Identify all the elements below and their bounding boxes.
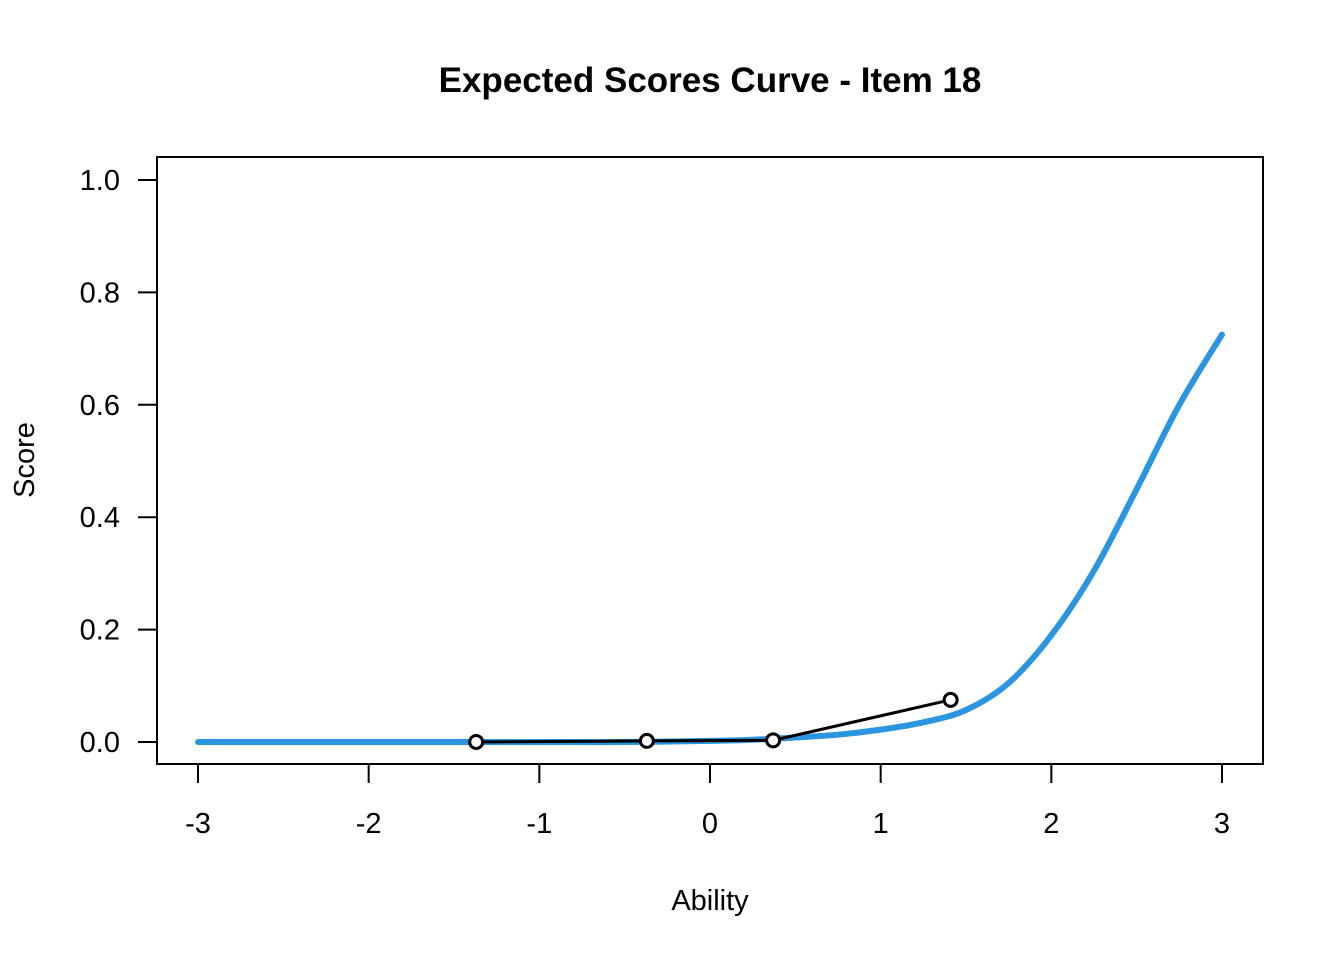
observed-score-line [476, 698, 951, 744]
plot-frame [156, 156, 1264, 765]
y-tick-label: 0.6 [80, 390, 120, 422]
x-tick-label: 0 [702, 808, 718, 840]
y-tick-label: 1.0 [80, 165, 120, 197]
expected-score-curve [195, 331, 1225, 746]
y-axis: 0.0 0.2 0.4 0.6 0.8 1.0 [80, 165, 158, 759]
x-tick-label: 1 [873, 808, 889, 840]
observed-score-point [942, 691, 959, 708]
observed-score-point [765, 732, 782, 749]
x-tick-label: -1 [526, 808, 552, 840]
x-tick-label: -2 [356, 808, 382, 840]
y-tick-label: 0.4 [80, 502, 120, 534]
y-tick-label: 0.0 [80, 727, 120, 759]
chart-title: Expected Scores Curve - Item 18 [439, 61, 982, 100]
x-tick-label: 2 [1043, 808, 1059, 840]
x-axis: -3 -2 -1 0 1 2 3 [185, 763, 1230, 840]
x-tick-label: -3 [185, 808, 211, 840]
y-tick-label: 0.8 [80, 277, 120, 309]
series-layer [195, 331, 1225, 750]
y-tick-label: 0.2 [80, 615, 120, 647]
observed-score-point [638, 732, 655, 749]
y-axis-label: Score [9, 422, 41, 498]
observed-score-point [468, 734, 485, 750]
x-tick-label: 3 [1214, 808, 1230, 840]
x-axis-label: Ability [671, 885, 749, 917]
